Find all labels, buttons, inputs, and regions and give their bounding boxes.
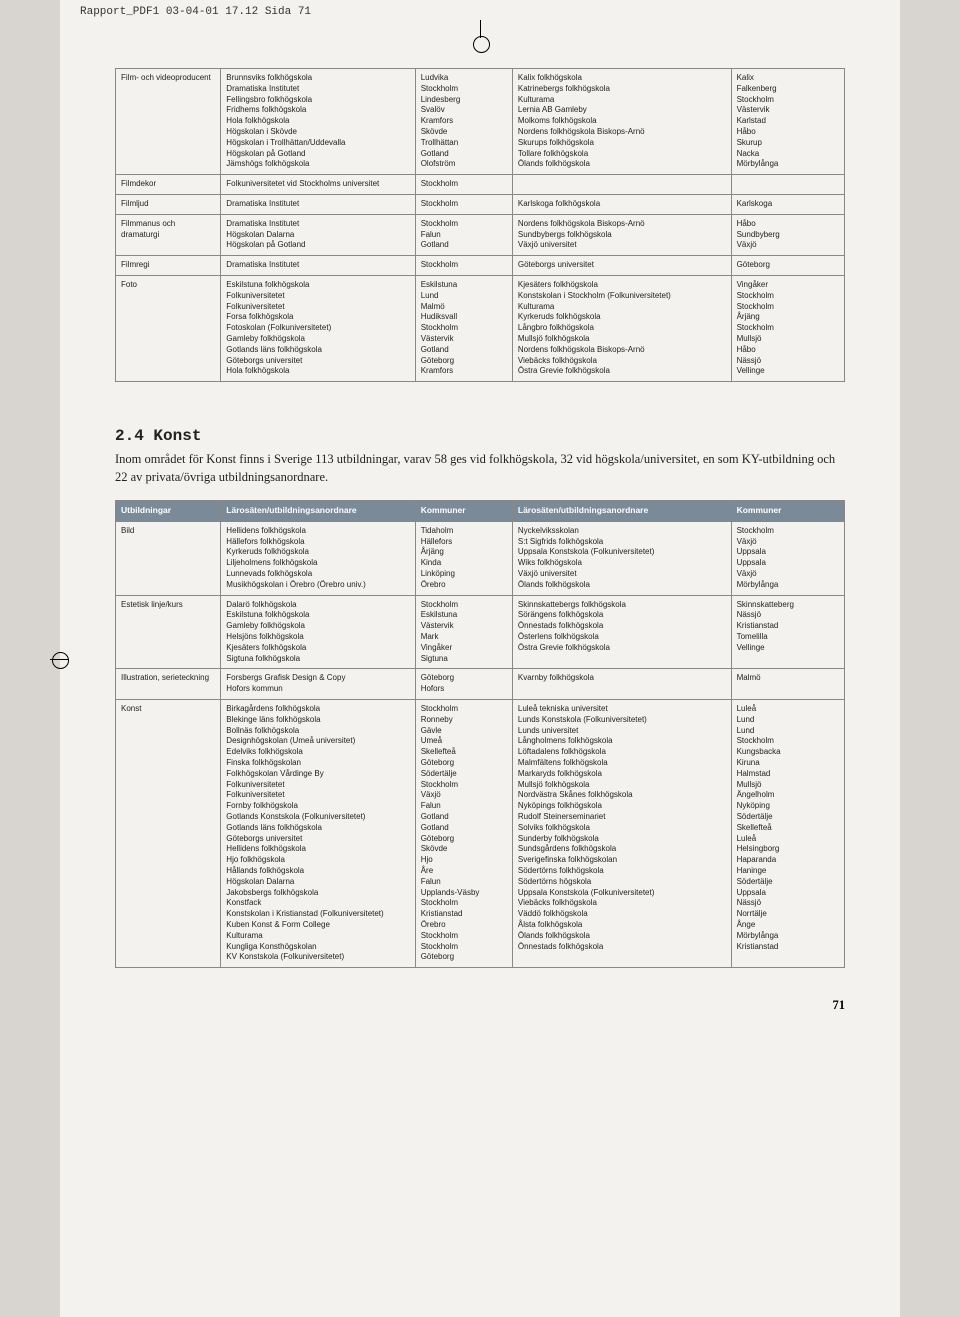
table-row: Estetisk linje/kursDalarö folkhögskolaEs…: [116, 595, 845, 669]
print-header: Rapport_PDF1 03-04-01 17.12 Sida 71: [80, 6, 311, 18]
table-row: Film- och videoproducentBrunnsviks folkh…: [116, 69, 845, 175]
table-row: Filmmanus och dramaturgiDramatiska Insti…: [116, 214, 845, 255]
crop-mark-top: [480, 20, 481, 38]
column-header: Lärosäten/utbildningsanordnare: [512, 501, 731, 521]
table-row: FilmregiDramatiska InstitutetStockholmGö…: [116, 256, 845, 276]
crop-mark-left: [50, 659, 68, 660]
column-header: Utbildningar: [116, 501, 221, 521]
section-heading-konst: 2.4 Konst: [115, 427, 845, 445]
table-row: FilmljudDramatiska InstitutetStockholmKa…: [116, 194, 845, 214]
section-body-konst: Inom området för Konst finns i Sverige 1…: [115, 450, 845, 486]
table-film: Film- och videoproducentBrunnsviks folkh…: [115, 68, 845, 382]
table-row: FilmdekorFolkuniversitetet vid Stockholm…: [116, 175, 845, 195]
table-row: KonstBirkagårdens folkhögskolaBlekinge l…: [116, 700, 845, 968]
column-header: Kommuner: [415, 501, 512, 521]
table-konst: UtbildningarLärosäten/utbildningsanordna…: [115, 500, 845, 968]
column-header: Lärosäten/utbildningsanordnare: [221, 501, 415, 521]
table-row: FotoEskilstuna folkhögskolaFolkuniversit…: [116, 275, 845, 381]
table-row: BildHellidens folkhögskolaHällefors folk…: [116, 521, 845, 595]
column-header: Kommuner: [731, 501, 844, 521]
table-row: Illustration, serieteckningForsbergs Gra…: [116, 669, 845, 700]
page-number: 71: [115, 998, 845, 1013]
